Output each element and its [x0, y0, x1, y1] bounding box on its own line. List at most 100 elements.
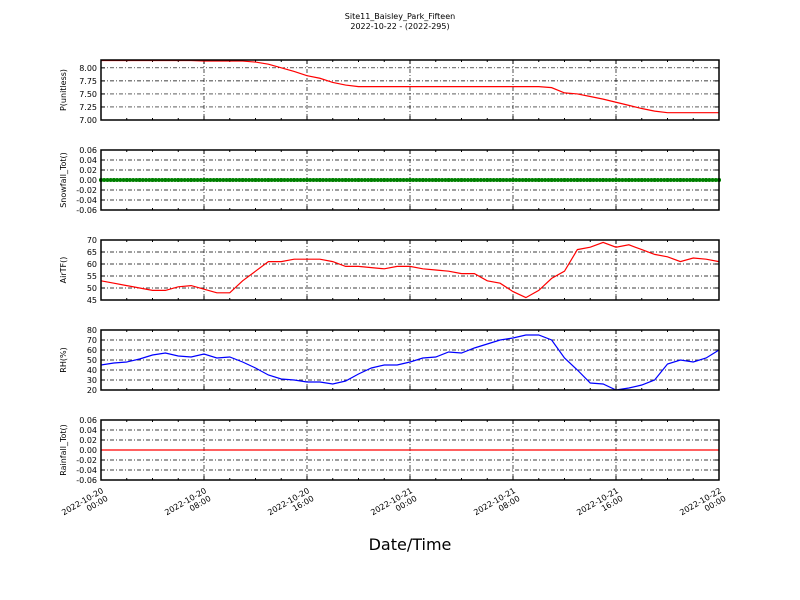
data-point — [556, 178, 561, 182]
y-tick-label: 7.50 — [79, 90, 97, 99]
data-point — [218, 178, 223, 182]
y-tick-label: 60 — [87, 346, 97, 355]
data-point — [472, 178, 477, 182]
data-point — [160, 178, 165, 182]
data-point — [118, 178, 123, 182]
data-point — [321, 178, 326, 182]
data-point — [462, 178, 467, 182]
data-point — [626, 178, 631, 182]
data-point — [147, 178, 152, 182]
data-point — [411, 178, 416, 182]
y-tick-label: 50 — [87, 356, 97, 365]
data-point — [208, 178, 213, 182]
data-point — [436, 178, 441, 182]
panel-4: -0.06-0.04-0.020.000.020.040.06 Rainfall_… — [59, 416, 720, 485]
data-point — [581, 178, 586, 182]
data-point — [144, 178, 149, 182]
data-point — [691, 178, 696, 182]
y-tick-label: 0.02 — [79, 436, 97, 445]
plot-frame — [100, 419, 720, 481]
data-point — [134, 178, 139, 182]
data-point — [169, 178, 174, 182]
chart-subtitle: 2022-10-22 - (2022-295) — [350, 22, 449, 31]
data-point — [372, 178, 377, 182]
data-point — [272, 178, 277, 182]
data-point — [263, 178, 268, 182]
y-axis-label: P(unitless) — [59, 69, 68, 111]
data-point — [350, 178, 355, 182]
data-point — [408, 178, 412, 182]
data-point — [430, 178, 435, 182]
series-line — [100, 241, 720, 299]
data-point — [597, 178, 602, 182]
data-point — [465, 178, 470, 182]
data-point — [482, 178, 487, 182]
data-point — [642, 178, 647, 182]
data-point — [501, 178, 506, 182]
data-point — [636, 178, 641, 182]
data-point — [108, 178, 113, 182]
data-point — [562, 178, 567, 182]
data-point — [295, 178, 300, 182]
data-point — [324, 178, 329, 182]
y-tick-label: 60 — [87, 260, 97, 269]
data-point — [678, 178, 683, 182]
data-point — [707, 178, 712, 182]
data-point — [504, 178, 509, 182]
data-point — [298, 178, 303, 182]
y-tick-label: -0.06 — [76, 206, 97, 215]
data-point — [414, 178, 419, 182]
data-point — [404, 178, 409, 182]
data-point — [530, 178, 535, 182]
data-point — [443, 178, 448, 182]
data-point — [662, 178, 667, 182]
data-point — [475, 178, 480, 182]
data-point — [594, 178, 599, 182]
data-point — [655, 178, 660, 182]
data-point — [559, 178, 564, 182]
data-point — [424, 178, 429, 182]
data-point — [546, 178, 551, 182]
data-point — [623, 178, 628, 182]
data-point — [292, 178, 297, 182]
data-point — [649, 178, 654, 182]
data-point — [398, 178, 403, 182]
y-tick-label: 0.00 — [79, 176, 97, 185]
data-point — [517, 178, 522, 182]
data-point — [327, 178, 332, 182]
data-point — [498, 178, 503, 182]
data-point — [163, 178, 168, 182]
data-point — [552, 178, 557, 182]
y-tick-label: 8.00 — [79, 64, 97, 73]
plot-frame — [100, 239, 720, 301]
y-tick-label: 0.02 — [79, 166, 97, 175]
data-point — [140, 178, 145, 182]
data-point — [276, 178, 281, 182]
data-point — [440, 178, 445, 182]
y-tick-label: 50 — [87, 284, 97, 293]
data-point — [710, 178, 715, 182]
y-tick-label: 80 — [87, 326, 97, 335]
data-point — [527, 178, 532, 182]
y-tick-label: 30 — [87, 376, 97, 385]
data-point — [237, 178, 242, 182]
data-point — [127, 178, 132, 182]
data-point — [488, 178, 493, 182]
data-point — [688, 178, 693, 182]
data-point — [266, 178, 271, 182]
data-point — [514, 178, 519, 182]
data-point — [456, 178, 461, 182]
data-point — [137, 178, 142, 182]
data-point — [253, 178, 258, 182]
data-point — [391, 178, 396, 182]
y-tick-label: 55 — [87, 272, 97, 281]
data-point — [671, 178, 676, 182]
data-point — [697, 178, 702, 182]
data-point — [536, 178, 541, 182]
data-point — [279, 178, 284, 182]
data-point — [205, 178, 210, 182]
data-point — [494, 178, 499, 182]
